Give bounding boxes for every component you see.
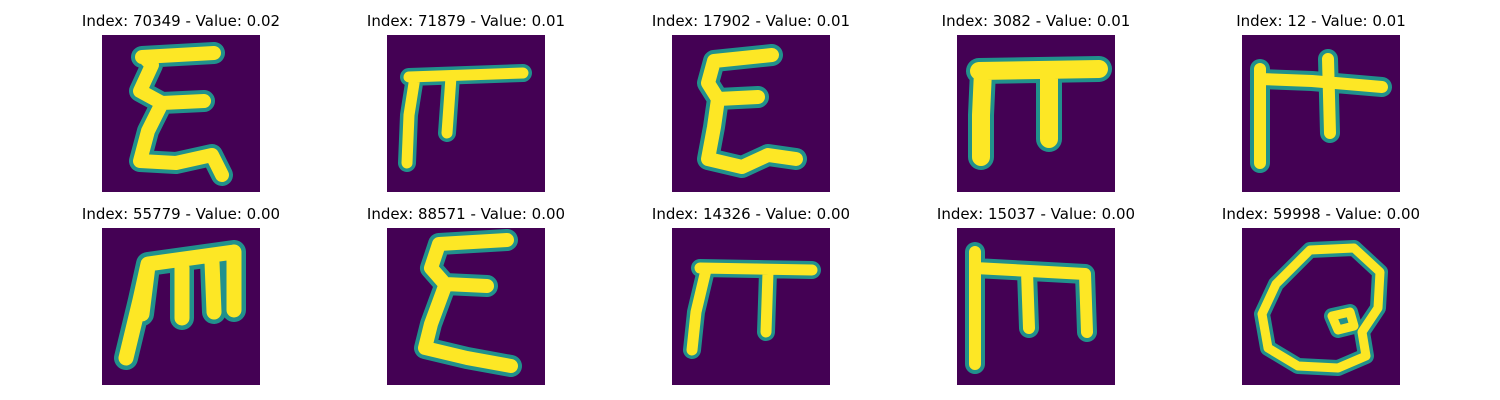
digit-image [672,228,830,385]
panel-title: Index: 14326 - Value: 0.00 [651,205,851,223]
panel-8: Index: 14326 - Value: 0.00 [606,193,896,385]
panel-title: Index: 3082 - Value: 0.01 [941,12,1131,30]
digit-image [672,35,830,192]
panel-title: Index: 71879 - Value: 0.01 [366,12,566,30]
panel-title: Index: 12 - Value: 0.01 [1236,12,1406,30]
panel-title: Index: 17902 - Value: 0.01 [651,12,851,30]
digit-image [102,35,260,192]
panel-2: Index: 71879 - Value: 0.01 [321,0,611,192]
panel-10: Index: 59998 - Value: 0.00 [1176,193,1466,385]
digit-image [102,228,260,385]
panel-4: Index: 3082 - Value: 0.01 [891,0,1181,192]
panel-9: Index: 15037 - Value: 0.00 [891,193,1181,385]
panel-3: Index: 17902 - Value: 0.01 [606,0,896,192]
panel-title: Index: 59998 - Value: 0.00 [1221,205,1421,223]
panel-6: Index: 55779 - Value: 0.00 [36,193,326,385]
panel-title: Index: 88571 - Value: 0.00 [366,205,566,223]
digit-image [1242,228,1400,385]
digit-image [387,35,545,192]
panel-7: Index: 88571 - Value: 0.00 [321,193,611,385]
panel-title: Index: 70349 - Value: 0.02 [81,12,281,30]
panel-title: Index: 55779 - Value: 0.00 [81,205,281,223]
panel-5: Index: 12 - Value: 0.01 [1176,0,1466,192]
digit-image [957,35,1115,192]
panel-title: Index: 15037 - Value: 0.00 [936,205,1136,223]
digit-image [957,228,1115,385]
panel-1: Index: 70349 - Value: 0.02 [36,0,326,192]
digit-image [387,228,545,385]
digit-image [1242,35,1400,192]
